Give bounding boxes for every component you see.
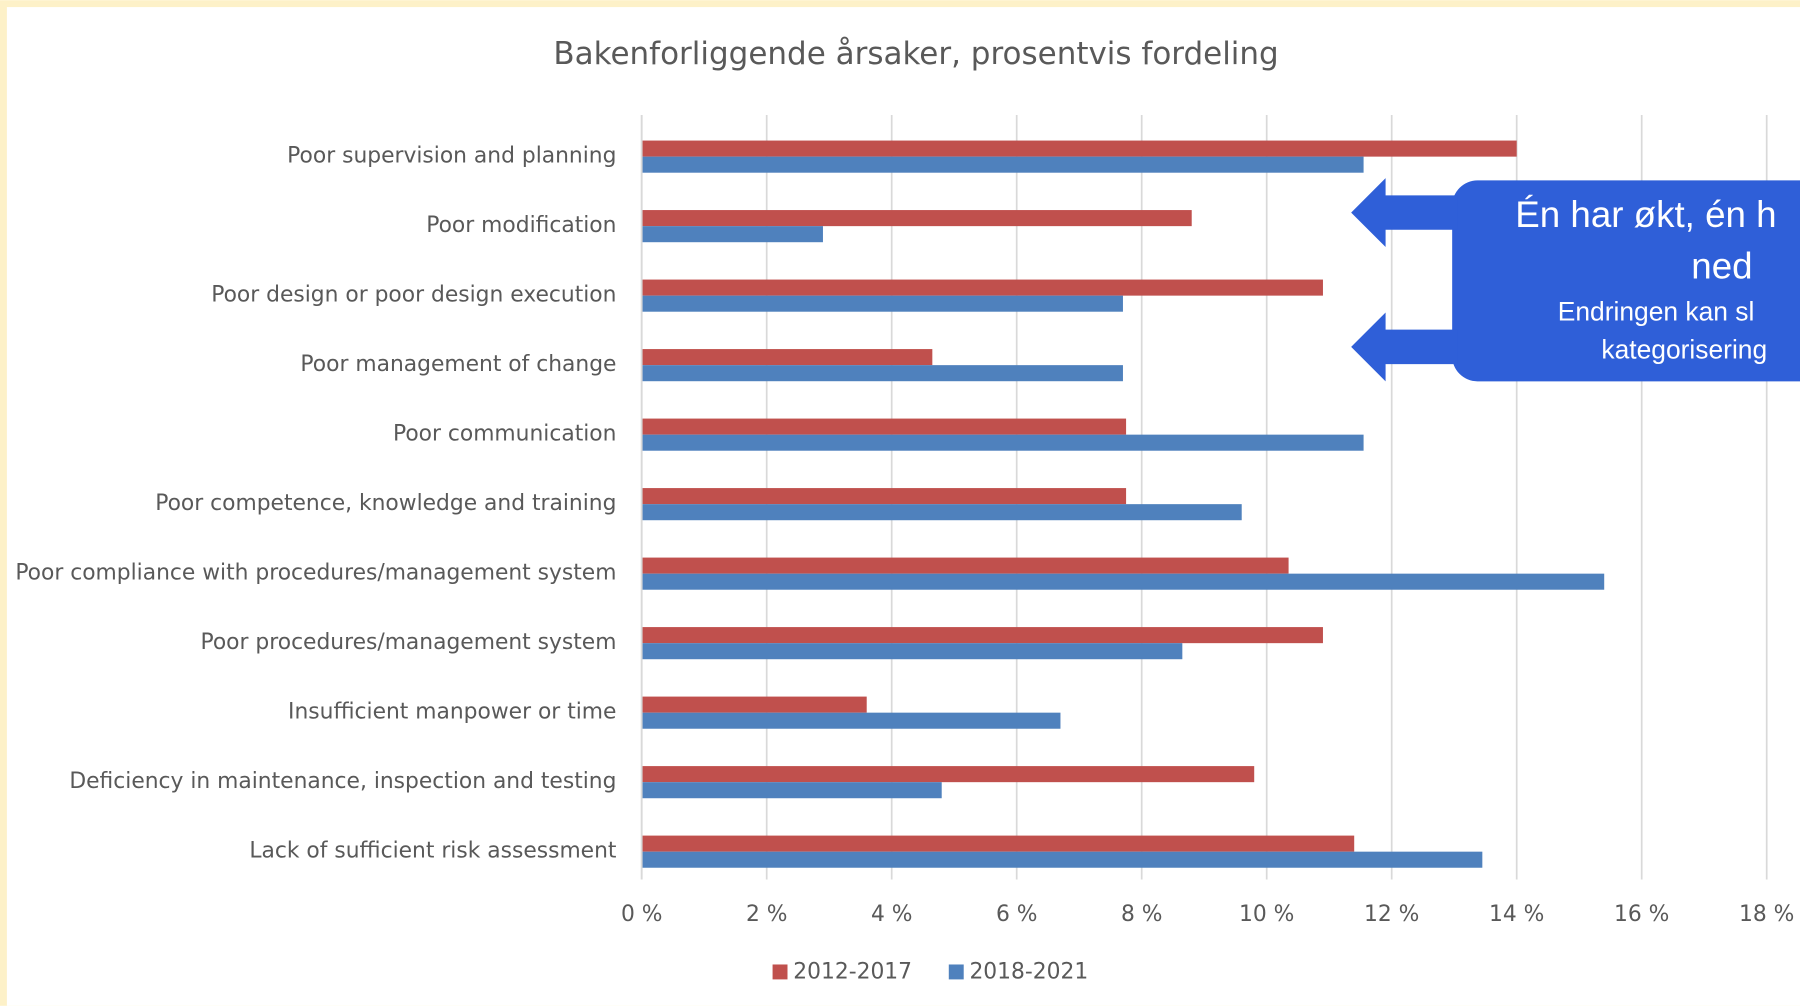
bar — [641, 434, 1364, 451]
y-tick-label: Poor management of change — [300, 352, 616, 377]
annotation: kategorisering — [1601, 334, 1767, 364]
x-tick-label: 8 % — [1121, 902, 1163, 927]
bar — [641, 279, 1323, 296]
x-tick-label: 4 % — [871, 902, 913, 927]
x-tick-label: 12 % — [1364, 902, 1419, 927]
x-tick-label: 16 % — [1614, 902, 1669, 927]
y-tick-label: Poor design or poor design execution — [211, 283, 616, 308]
x-tick-label: 6 % — [996, 902, 1038, 927]
legend-label: 2018-2021 — [969, 960, 1088, 985]
legend-swatch — [772, 964, 788, 980]
x-tick-label: 18 % — [1739, 902, 1794, 927]
annotation: Én har økt, én h — [1515, 194, 1776, 235]
y-tick-label: Insufficient manpower or time — [288, 700, 616, 725]
bar — [641, 226, 823, 243]
bar — [641, 696, 867, 713]
legend-label: 2012-2017 — [793, 960, 912, 985]
chart-title: Bakenforliggende årsaker, prosentvis for… — [553, 36, 1278, 72]
bar — [641, 782, 942, 799]
bar — [641, 488, 1127, 505]
y-tick-label: Poor compliance with procedures/manageme… — [15, 561, 616, 586]
bar — [641, 295, 1123, 312]
annotation: Endringen kan sl — [1558, 297, 1755, 327]
bar — [641, 557, 1289, 574]
bar — [641, 766, 1255, 783]
bar — [641, 140, 1517, 157]
y-tick-label: Poor modification — [426, 213, 616, 238]
bar — [641, 365, 1123, 382]
annotation: ned — [1691, 246, 1752, 287]
bar — [641, 156, 1364, 173]
bar — [641, 210, 1192, 227]
x-tick-label: 10 % — [1239, 902, 1294, 927]
arrow — [1351, 178, 1458, 248]
bar — [641, 573, 1605, 590]
y-tick-label: Poor supervision and planning — [287, 144, 616, 169]
y-tick-label: Poor procedures/management system — [200, 630, 616, 655]
callout-box — [1452, 180, 1800, 382]
arrow — [1351, 312, 1458, 382]
bar — [641, 835, 1355, 852]
bar — [641, 418, 1127, 435]
y-tick-label: Lack of sufficient risk assessment — [249, 839, 617, 864]
legend-swatch — [948, 964, 964, 980]
bar — [641, 627, 1323, 644]
plot: 0 % 2 % 4 % 6 % 8 % 10 % 12 % 14 % 16 % 18 % Poor … — [15, 114, 1794, 985]
bar — [641, 851, 1483, 868]
y-tick-label: Deficiency in maintenance, inspection an… — [69, 769, 616, 794]
y-tick-label: Poor communication — [393, 422, 617, 447]
bar — [641, 349, 933, 366]
bar — [641, 712, 1061, 729]
x-tick-label: 2 % — [746, 902, 788, 927]
bar — [641, 504, 1242, 521]
callout: Én har økt, én h ned Endringen kan sl ka… — [1351, 178, 1800, 382]
x-tick-label: 0 % — [621, 902, 663, 927]
bar — [641, 643, 1183, 660]
x-tick-label: 14 % — [1489, 902, 1544, 927]
y-tick-label: Poor competence, knowledge and training — [155, 491, 616, 516]
